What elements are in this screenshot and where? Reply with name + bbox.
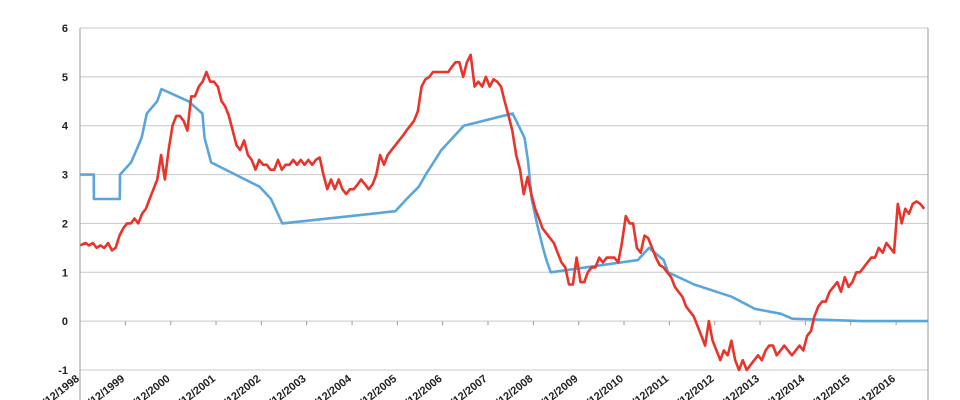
y-tick-label: -1 bbox=[58, 365, 68, 377]
y-axis-ticks: -1 0 1 2 3 4 5 6 bbox=[58, 23, 69, 377]
y-tick-label: 6 bbox=[62, 23, 68, 35]
y-tick-label: 1 bbox=[62, 267, 68, 279]
y-tick-label: 4 bbox=[62, 121, 69, 133]
y-tick-label: 2 bbox=[62, 218, 68, 230]
series-lines bbox=[79, 53, 928, 372]
series-line-2 bbox=[79, 53, 926, 372]
y-tick-label: 5 bbox=[62, 72, 68, 84]
series-line-1 bbox=[80, 87, 928, 323]
y-tick-label: 3 bbox=[62, 170, 68, 182]
gridlines bbox=[80, 27, 928, 371]
y-tick-label: 0 bbox=[62, 316, 68, 328]
